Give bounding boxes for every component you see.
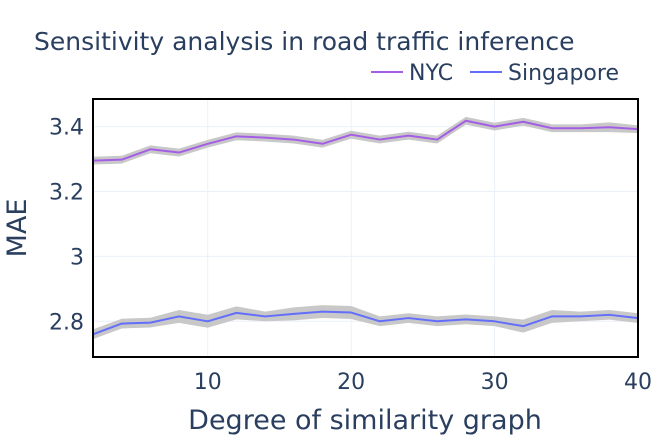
line-singapore [92, 310, 639, 336]
y-tick-label: 3.2 [49, 180, 84, 205]
x-axis-title: Degree of similarity graph [188, 405, 542, 436]
line-nyc [92, 119, 639, 162]
chart-title: Sensitivity analysis in road traffic inf… [34, 27, 574, 56]
x-tick-label: 40 [624, 370, 652, 395]
band-nyc [93, 116, 638, 165]
tick-labels: 10 20 30 40 2.8 3 3.2 3.4 [49, 116, 652, 395]
y-tick-label: 3 [70, 245, 84, 270]
y-tick-label: 2.8 [49, 310, 84, 335]
x-tick-label: 20 [337, 370, 365, 395]
plot-frame [92, 98, 639, 358]
legend: NYC Singapore [371, 61, 619, 86]
confidence-bands [93, 116, 638, 340]
legend-label-singapore: Singapore [508, 61, 619, 86]
band-singapore [93, 305, 638, 340]
series-lines [92, 119, 639, 336]
x-tick-label: 10 [194, 370, 222, 395]
y-axis-title: MAE [2, 199, 33, 258]
legend-label-nyc: NYC [409, 61, 453, 86]
y-tick-label: 3.4 [49, 116, 84, 141]
x-tick-label: 30 [481, 370, 509, 395]
